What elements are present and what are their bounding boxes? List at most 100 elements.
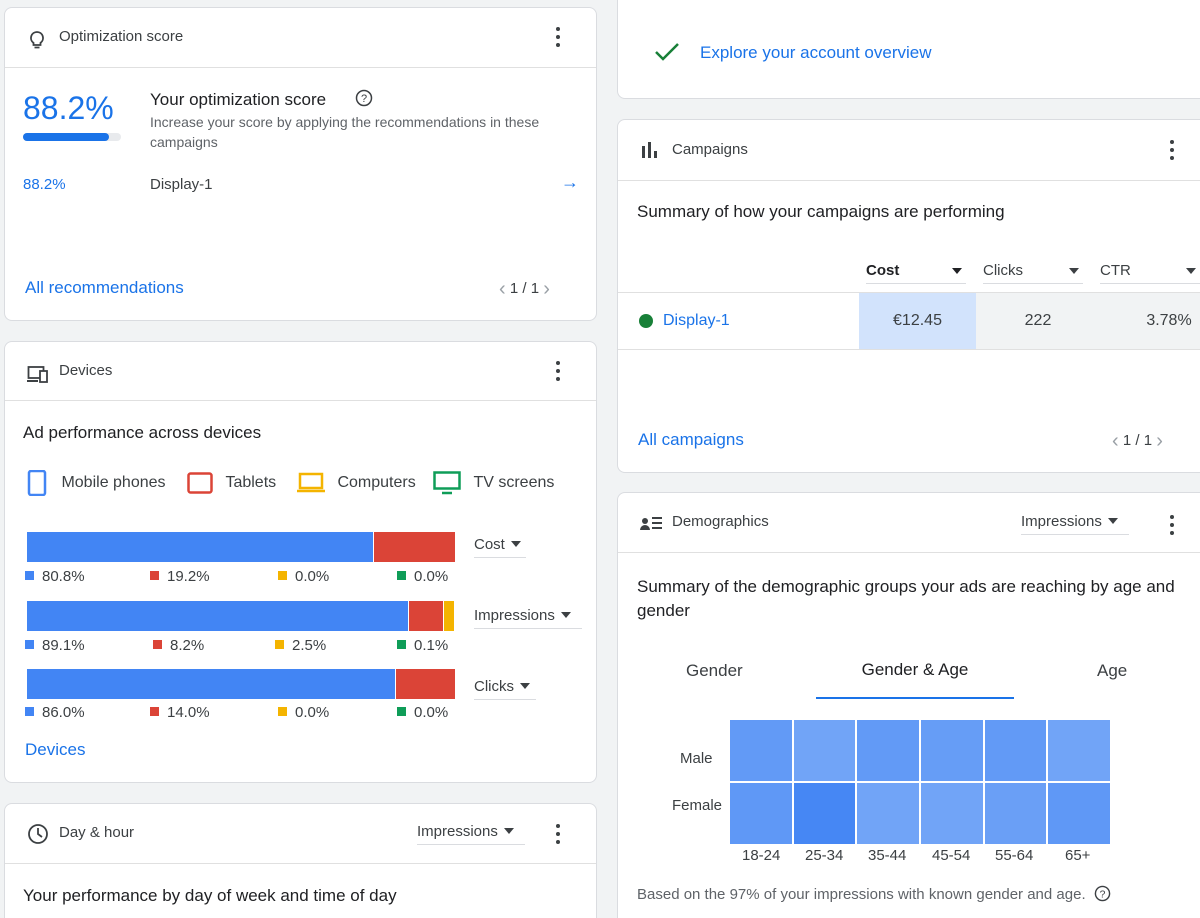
explore-link[interactable]: Explore your account overview [700,43,932,62]
footnote: Based on the 97% of your impressions wit… [637,885,1111,903]
demographics-card: Demographics Impressions Summary of the … [617,492,1200,918]
pct-value: 86.0% [42,704,85,721]
card-header: Demographics Impressions [618,493,1200,553]
heatmap-cell[interactable] [920,782,984,845]
pager: ‹ 1 / 1 › [499,278,550,301]
tablet-icon [187,472,213,494]
column-header-cost[interactable]: Cost [866,262,966,284]
help-icon[interactable]: ? [1094,885,1111,902]
pager: ‹ 1 / 1 › [1112,430,1163,453]
card-header: Devices [5,342,596,401]
dropdown-caret-icon [503,828,514,834]
chevron-right-icon[interactable]: › [1156,430,1163,452]
col-label: 45-54 [932,847,971,864]
legend-label: Mobile phones [61,474,166,492]
bar-segment-mobile [27,669,396,699]
more-options-icon[interactable] [548,822,568,846]
more-options-icon[interactable] [1162,513,1182,537]
metric-dropdown-clicks[interactable]: Clicks [474,678,536,700]
heatmap-cell[interactable] [792,719,857,782]
dropdown-caret-icon [510,541,521,547]
pct-tablets: 19.2% [150,568,210,585]
heatmap-cell[interactable] [792,782,857,845]
chevron-left-icon[interactable]: ‹ [1112,430,1119,452]
dropdown-caret-icon [520,683,530,689]
campaign-name[interactable]: Display-1 [150,176,213,193]
cost-cell: €12.45 [859,293,976,349]
col-label: 55-64 [995,847,1034,864]
check-icon [655,43,679,61]
bar-segment-tablets [395,669,455,699]
metric-dropdown[interactable]: Impressions [1021,513,1129,535]
heatmap-cell[interactable] [729,782,793,845]
pct-computers: 0.0% [278,704,329,721]
more-options-icon[interactable] [548,359,568,383]
bar-segment-computers [443,601,454,631]
help-icon[interactable]: ? [355,89,373,107]
dropdown-label: Impressions [1021,513,1102,530]
more-options-icon[interactable] [548,25,568,49]
dayhour-title: Your performance by day of week and time… [23,886,397,905]
campaign-score: 88.2% [23,176,66,193]
svg-text:?: ? [361,93,367,105]
pct-mobile: 89.1% [25,637,85,654]
metric-dropdown-cost[interactable]: Cost [474,536,526,558]
heatmap-cell[interactable] [729,719,793,782]
pct-tablets: 8.2% [153,637,204,654]
tab-gender[interactable]: Gender [686,661,743,680]
arrow-right-icon[interactable]: → [561,172,579,192]
table-row[interactable]: Display-1 €12.45 222 3.78% [618,292,1200,350]
optimization-score-bar [23,133,121,141]
optimization-score-card: Optimization score 88.2% Your optimizati… [4,7,597,321]
sort-caret-icon [1186,268,1196,274]
ctr-cell: 3.78% [1100,293,1200,349]
tab-gender-age[interactable]: Gender & Age [816,659,1014,699]
pct-computers: 2.5% [275,637,326,654]
clock-icon [28,824,48,844]
lightbulb-icon [30,31,44,49]
all-recommendations-link[interactable]: All recommendations [25,278,184,297]
heatmap-cell[interactable] [1047,782,1111,845]
footnote-text: Based on the 97% of your impressions wit… [637,886,1086,903]
pct-computers: 0.0% [278,568,329,585]
card-header: Day & hour Impressions [5,804,596,864]
chevron-left-icon[interactable]: ‹ [499,278,506,300]
chevron-right-icon[interactable]: › [543,278,550,300]
card-title: Demographics [672,513,769,530]
all-campaigns-link[interactable]: All campaigns [638,430,744,449]
column-label: Cost [866,262,900,279]
metric-dropdown-impressions[interactable]: Impressions [474,607,582,629]
column-label: Clicks [983,262,1023,279]
campaign-name-link[interactable]: Display-1 [663,312,730,329]
heatmap-cell[interactable] [983,782,1048,845]
dropdown-caret-icon [560,612,571,618]
sort-caret-icon [1069,268,1079,274]
devices-link[interactable]: Devices [25,740,86,759]
pct-value: 80.8% [42,568,85,585]
column-header-ctr[interactable]: CTR [1100,262,1200,284]
campaigns-card: Campaigns Summary of how your campaigns … [617,119,1200,473]
tab-label: Gender & Age [861,660,969,679]
pct-tv: 0.0% [397,704,448,721]
pct-mobile: 86.0% [25,704,85,721]
more-options-icon[interactable] [1162,138,1182,162]
card-title: Campaigns [672,141,748,158]
heatmap [729,719,1111,845]
bar-segment-mobile [27,601,409,631]
heatmap-cell[interactable] [920,719,984,782]
row-label-male: Male [680,750,713,767]
col-label: 35-44 [868,847,907,864]
pct-mobile: 80.8% [25,568,85,585]
column-header-clicks[interactable]: Clicks [983,262,1083,284]
device-bar-cost [27,532,455,562]
heatmap-cell[interactable] [1047,719,1111,782]
col-label: 25-34 [805,847,844,864]
tab-age[interactable]: Age [1097,661,1128,680]
heatmap-cell[interactable] [856,782,920,845]
devices-icon [27,366,48,383]
heatmap-cell[interactable] [983,719,1048,782]
pct-value: 0.1% [414,637,449,654]
metric-dropdown[interactable]: Impressions [417,823,525,845]
heatmap-cell[interactable] [856,719,920,782]
column-label: CTR [1100,262,1131,279]
